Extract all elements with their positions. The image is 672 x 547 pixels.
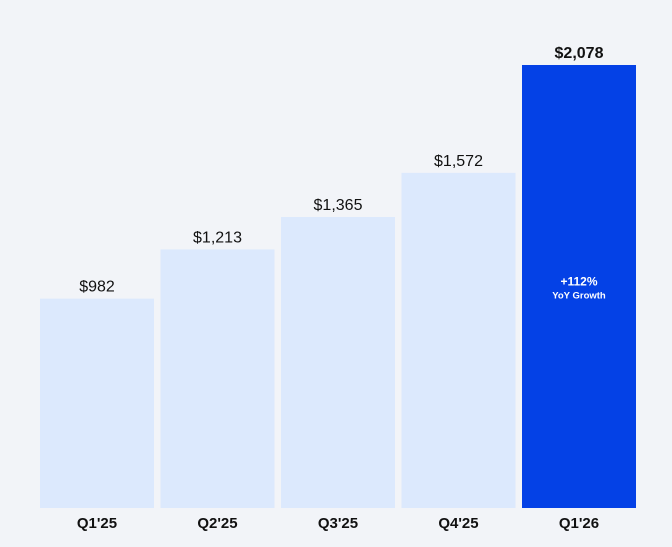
category-label-1: Q1'25	[77, 515, 117, 532]
bars-group	[40, 65, 636, 508]
bar-1	[40, 298, 154, 508]
data-label-2: $1,213	[193, 229, 242, 246]
growth-annotation-value: +112%	[560, 275, 597, 289]
value-labels-group: $982 $1,213 $1,365 $1,572 $2,078 +112% YoY Gro…	[79, 45, 606, 302]
category-label-5: Q1'26	[559, 515, 599, 532]
bar-5	[522, 65, 636, 508]
bar-2	[160, 249, 275, 508]
growth-annotation-label: YoY Growth	[552, 291, 606, 302]
data-label-5: $2,078	[555, 45, 604, 62]
bar-3	[281, 217, 395, 508]
category-labels-group: Q1'25 Q2'25 Q3'25 Q4'25 Q1'26	[77, 515, 599, 532]
category-label-4: Q4'25	[438, 515, 478, 532]
category-label-3: Q3'25	[318, 515, 358, 532]
data-label-4: $1,572	[434, 153, 483, 170]
data-label-3: $1,365	[314, 197, 363, 214]
bar-4	[401, 172, 516, 508]
data-label-1: $982	[79, 279, 115, 296]
category-label-2: Q2'25	[197, 515, 237, 532]
